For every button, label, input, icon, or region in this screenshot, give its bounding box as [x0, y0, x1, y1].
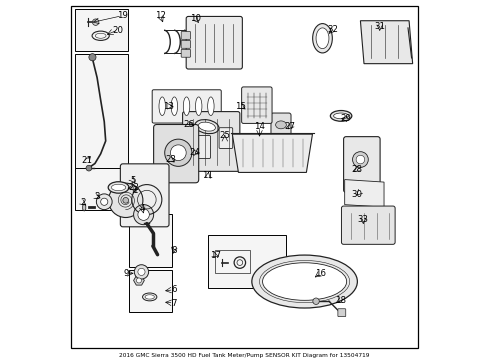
Text: 29: 29	[339, 114, 350, 123]
Text: 28: 28	[351, 165, 362, 174]
Ellipse shape	[330, 111, 351, 121]
Circle shape	[138, 268, 145, 275]
Ellipse shape	[159, 97, 165, 116]
FancyBboxPatch shape	[343, 137, 379, 193]
Ellipse shape	[333, 113, 348, 119]
FancyBboxPatch shape	[197, 136, 210, 158]
Text: 22: 22	[128, 183, 140, 192]
Text: 19: 19	[117, 11, 127, 20]
Ellipse shape	[251, 255, 357, 308]
Ellipse shape	[171, 97, 177, 116]
Circle shape	[133, 204, 153, 225]
Circle shape	[134, 265, 148, 279]
Circle shape	[164, 139, 191, 166]
Circle shape	[352, 152, 367, 167]
Bar	[129, 213, 171, 266]
Polygon shape	[232, 134, 312, 172]
Text: 10: 10	[189, 14, 200, 23]
Circle shape	[170, 145, 186, 161]
Text: 2016 GMC Sierra 3500 HD Fuel Tank Meter/Pump SENSOR KIT Diagram for 13504719: 2016 GMC Sierra 3500 HD Fuel Tank Meter/…	[119, 353, 369, 358]
Bar	[74, 9, 127, 51]
Ellipse shape	[262, 263, 346, 300]
Circle shape	[89, 54, 96, 61]
Circle shape	[136, 278, 141, 283]
Ellipse shape	[207, 97, 214, 116]
Text: 7: 7	[171, 298, 176, 307]
Polygon shape	[344, 180, 383, 207]
FancyBboxPatch shape	[152, 90, 221, 123]
Text: 6: 6	[171, 285, 176, 294]
Text: 8: 8	[171, 246, 176, 255]
Ellipse shape	[312, 24, 332, 53]
Circle shape	[122, 198, 128, 203]
Ellipse shape	[108, 182, 129, 193]
Text: 14: 14	[253, 122, 264, 131]
Text: 24: 24	[188, 148, 200, 157]
Circle shape	[101, 198, 108, 205]
Circle shape	[108, 183, 142, 217]
FancyBboxPatch shape	[186, 17, 242, 69]
Text: 9: 9	[123, 269, 129, 278]
Text: 26: 26	[183, 120, 194, 129]
FancyBboxPatch shape	[120, 164, 169, 227]
Ellipse shape	[142, 293, 157, 301]
Text: 32: 32	[327, 25, 338, 34]
FancyBboxPatch shape	[219, 128, 232, 148]
FancyBboxPatch shape	[341, 206, 394, 244]
Circle shape	[355, 155, 364, 164]
Bar	[74, 54, 127, 171]
Ellipse shape	[195, 97, 202, 116]
Text: 25: 25	[219, 131, 230, 140]
Text: 17: 17	[210, 251, 221, 260]
Text: 4: 4	[140, 204, 145, 213]
FancyBboxPatch shape	[181, 40, 190, 48]
Circle shape	[138, 209, 149, 220]
Bar	[129, 270, 171, 312]
Ellipse shape	[195, 120, 219, 134]
Text: 27: 27	[284, 122, 295, 131]
FancyBboxPatch shape	[181, 31, 190, 39]
Text: 18: 18	[334, 296, 345, 305]
Polygon shape	[360, 21, 412, 64]
Bar	[214, 251, 249, 273]
Ellipse shape	[275, 121, 286, 129]
Ellipse shape	[315, 28, 328, 49]
Text: 30: 30	[351, 190, 362, 199]
FancyBboxPatch shape	[182, 112, 239, 171]
Ellipse shape	[111, 184, 125, 191]
Circle shape	[96, 194, 112, 210]
Text: 20: 20	[112, 26, 123, 35]
Ellipse shape	[183, 97, 189, 116]
Text: 13: 13	[163, 102, 174, 111]
Circle shape	[312, 298, 319, 305]
Text: 2: 2	[80, 198, 85, 207]
Polygon shape	[133, 276, 144, 285]
Bar	[207, 235, 285, 288]
Text: 5: 5	[130, 176, 135, 185]
Ellipse shape	[145, 295, 154, 299]
FancyBboxPatch shape	[270, 113, 290, 144]
Text: 15: 15	[235, 102, 246, 111]
Text: 31: 31	[373, 22, 385, 31]
Text: 21: 21	[81, 157, 92, 166]
FancyBboxPatch shape	[153, 125, 198, 183]
Circle shape	[92, 19, 99, 26]
Text: 23: 23	[165, 156, 176, 165]
Bar	[74, 168, 137, 210]
FancyBboxPatch shape	[181, 49, 190, 57]
Text: 12: 12	[155, 11, 165, 20]
Text: 33: 33	[357, 215, 368, 224]
Text: 11: 11	[202, 171, 213, 180]
Text: 16: 16	[314, 269, 325, 278]
FancyBboxPatch shape	[337, 309, 345, 316]
Polygon shape	[82, 204, 85, 211]
FancyBboxPatch shape	[241, 87, 271, 123]
Circle shape	[86, 165, 92, 171]
Ellipse shape	[198, 122, 215, 131]
Text: 1: 1	[131, 186, 137, 195]
Text: 3: 3	[94, 192, 100, 201]
